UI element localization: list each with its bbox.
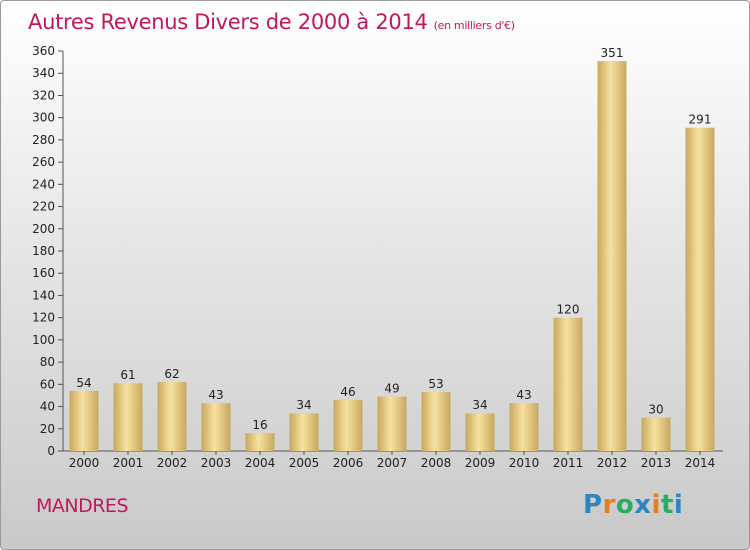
x-tick-label: 2010 — [509, 456, 540, 470]
y-tick-label: 260 — [32, 155, 55, 169]
chart-data-labels: 54 61 62 43 16 34 46 49 53 34 43 120 351 30 291 — [76, 46, 711, 432]
y-tick-label: 320 — [32, 88, 55, 102]
y-tick-label: 340 — [32, 66, 55, 80]
bar — [641, 417, 671, 451]
y-tick-label: 220 — [32, 200, 55, 214]
y-tick-label: 300 — [32, 111, 55, 125]
data-label: 49 — [384, 382, 399, 396]
y-tick-label: 100 — [32, 333, 55, 347]
bar — [377, 396, 407, 451]
chart-title: Autres Revenus Divers de 2000 à 2014 (en … — [28, 10, 515, 34]
bar — [201, 403, 231, 451]
data-label: 46 — [340, 385, 355, 399]
y-tick-label: 360 — [32, 44, 55, 58]
proxiti-logo[interactable]: Proxiti — [583, 490, 683, 520]
bar — [69, 391, 99, 451]
bar — [685, 127, 715, 452]
data-label: 120 — [557, 303, 580, 317]
x-tick-label: 2013 — [641, 456, 672, 470]
chart-bars — [69, 61, 715, 452]
x-tick-label: 2001 — [113, 456, 144, 470]
bar — [553, 317, 583, 451]
x-tick-label: 2007 — [377, 456, 408, 470]
bar — [113, 383, 143, 451]
data-label: 61 — [120, 368, 135, 382]
chart-axes: 0 20 40 60 80 100 120 140 160 180 200 220 240 260 280 3… — [32, 44, 723, 470]
y-tick-label: 200 — [32, 222, 55, 236]
x-tick-label: 2009 — [465, 456, 496, 470]
bar — [333, 399, 363, 451]
y-tick-label: 40 — [40, 400, 55, 414]
logo-letter: o — [615, 490, 635, 520]
data-label: 54 — [76, 376, 91, 390]
chart-title-unit: (en milliers d'€) — [433, 19, 515, 32]
y-tick-label: 180 — [32, 244, 55, 258]
bar — [245, 433, 275, 451]
y-tick-label: 160 — [32, 266, 55, 280]
logo-letter: P — [583, 490, 603, 520]
x-tick-label: 2005 — [289, 456, 320, 470]
x-tick-label: 2002 — [157, 456, 188, 470]
place-name: MANDRES — [36, 495, 129, 517]
y-tick-label: 80 — [40, 355, 55, 369]
bar — [157, 382, 187, 451]
bar — [421, 392, 451, 451]
data-label: 30 — [648, 403, 663, 417]
x-tick-label: 2014 — [685, 456, 716, 470]
data-label: 43 — [208, 388, 223, 402]
x-tick-label: 2000 — [69, 456, 100, 470]
logo-letter: i — [651, 490, 661, 520]
x-tick-label: 2011 — [553, 456, 584, 470]
bar — [597, 61, 627, 451]
data-label: 34 — [296, 398, 311, 412]
y-tick-label: 240 — [32, 177, 55, 191]
bar — [509, 403, 539, 451]
y-tick-label: 140 — [32, 288, 55, 302]
y-tick-label: 60 — [40, 377, 55, 391]
x-tick-label: 2003 — [201, 456, 232, 470]
data-label: 291 — [689, 113, 712, 127]
y-tick-label: 120 — [32, 311, 55, 325]
x-tick-label: 2012 — [597, 456, 628, 470]
logo-letter: x — [634, 490, 652, 520]
data-label: 34 — [472, 398, 487, 412]
data-label: 43 — [516, 388, 531, 402]
chart-title-text: Autres Revenus Divers de 2000 à 2014 — [28, 10, 428, 34]
data-label: 53 — [428, 377, 443, 391]
data-label: 62 — [164, 367, 179, 381]
logo-letter: i — [673, 490, 684, 520]
bar — [289, 413, 319, 451]
data-label: 16 — [252, 418, 267, 432]
data-label: 351 — [601, 46, 624, 60]
logo-letter: t — [660, 490, 674, 520]
x-tick-label: 2004 — [245, 456, 276, 470]
y-tick-label: 280 — [32, 133, 55, 147]
logo-letter: r — [602, 490, 616, 520]
x-tick-label: 2008 — [421, 456, 452, 470]
y-tick-label: 20 — [40, 422, 55, 436]
y-tick-label: 0 — [47, 444, 55, 458]
x-tick-label: 2006 — [333, 456, 364, 470]
bar — [465, 413, 495, 451]
